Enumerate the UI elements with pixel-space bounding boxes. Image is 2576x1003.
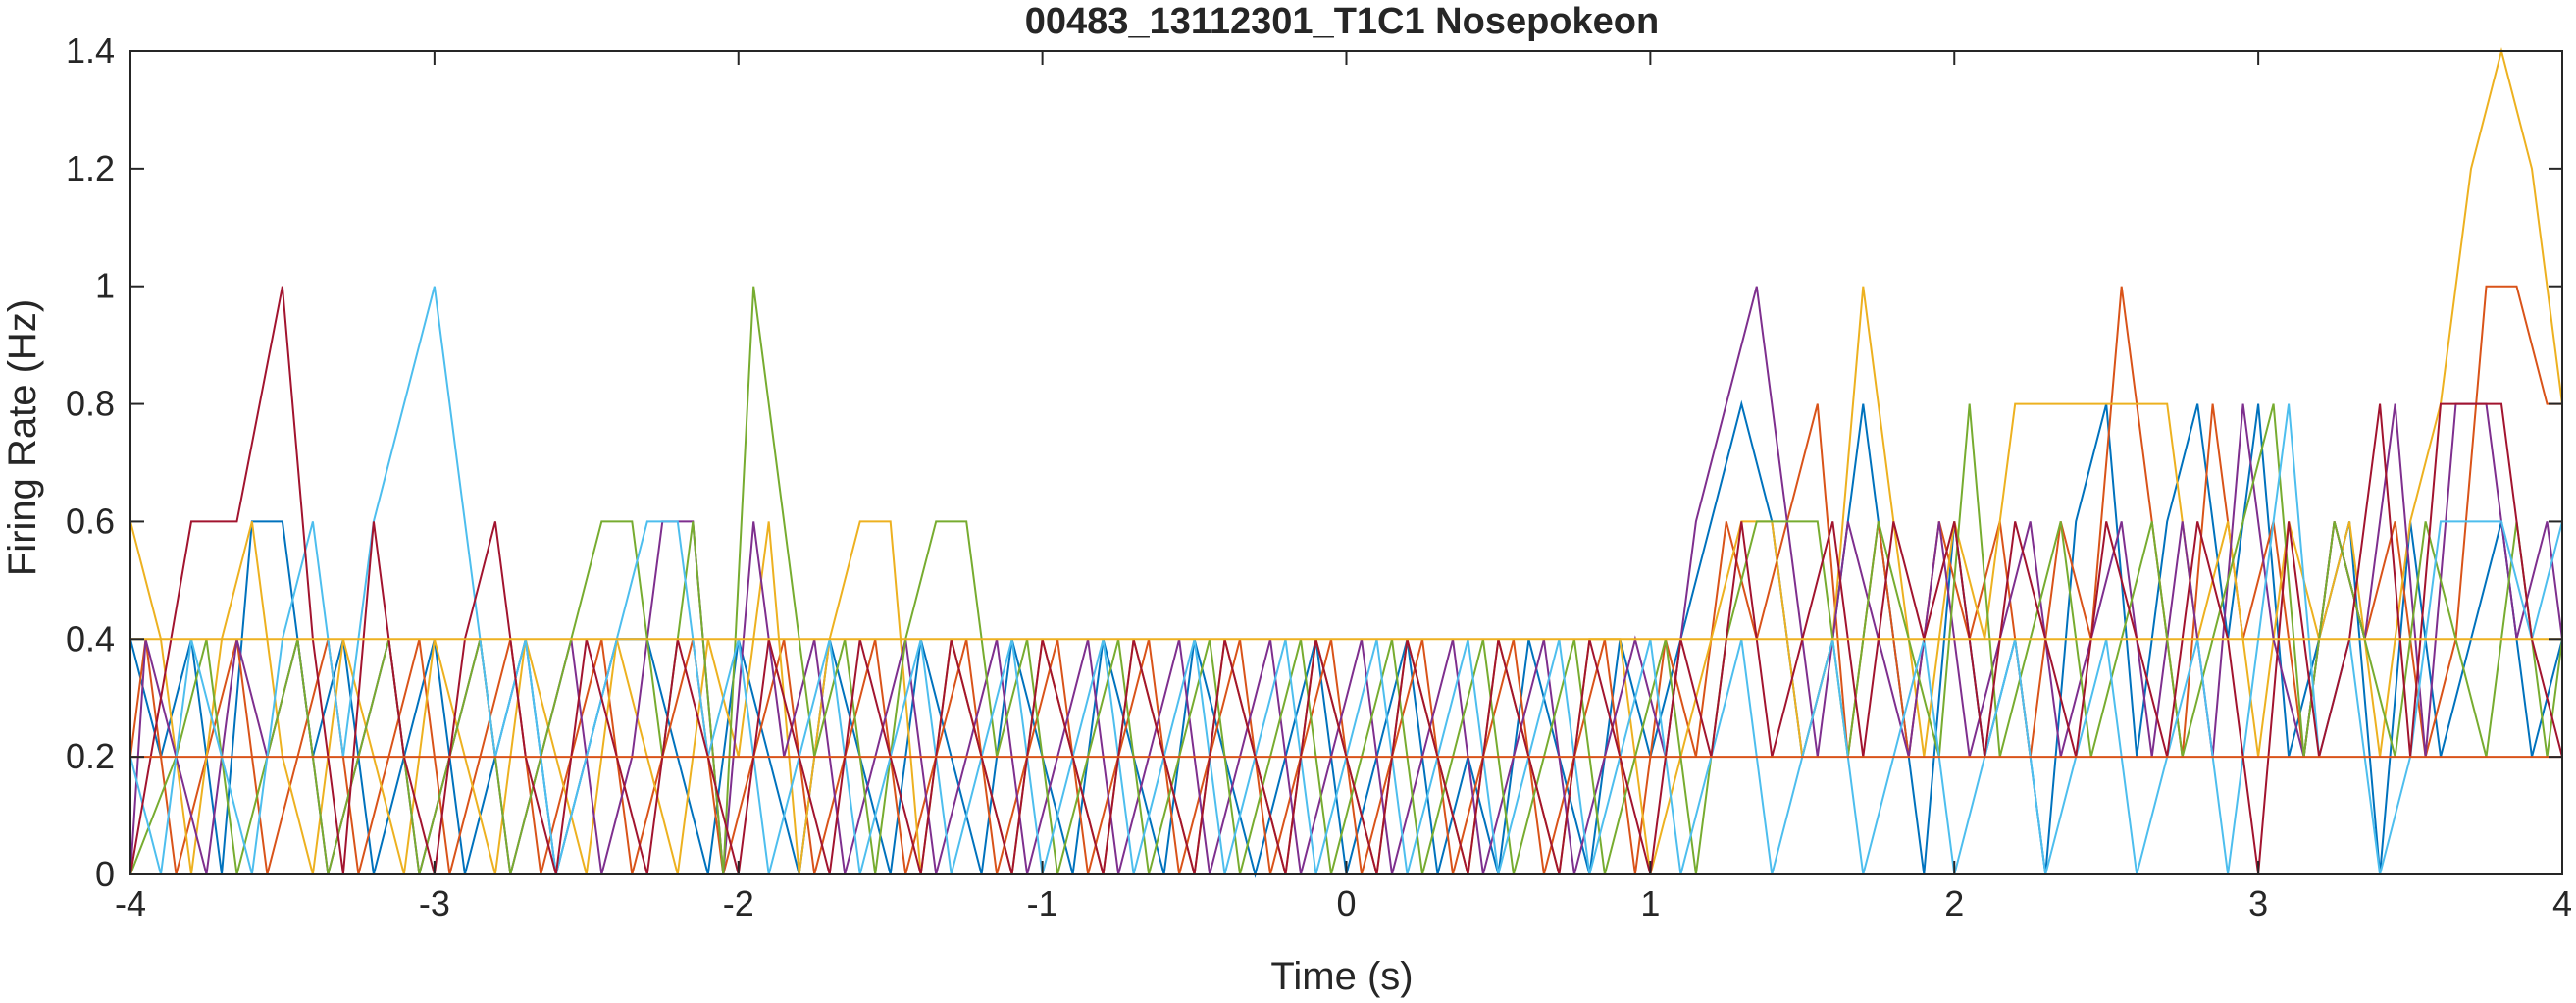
y-tick-label: 0 <box>95 854 115 894</box>
x-tick-label: 2 <box>1944 883 1964 924</box>
x-axis-label: Time (s) <box>1270 955 1413 998</box>
y-tick-label: 1.2 <box>66 148 115 188</box>
y-tick-label: 0.8 <box>66 384 115 424</box>
y-tick-label: 1.4 <box>66 30 115 71</box>
x-tick-label: 3 <box>2248 883 2268 924</box>
chart-title: 00483_13112301_T1C1 Nosepokeon <box>1025 1 1659 42</box>
y-axis-label: Firing Rate (Hz) <box>1 299 44 576</box>
plot-area <box>130 51 2562 874</box>
y-tick-label: 0.6 <box>66 501 115 541</box>
x-tick-label: -2 <box>723 883 754 924</box>
y-tick-label: 0.4 <box>66 618 115 659</box>
x-tick-label: -4 <box>115 883 146 924</box>
x-tick-label: 4 <box>2552 883 2572 924</box>
y-tick-label: 1 <box>95 266 115 306</box>
y-tick-label: 0.2 <box>66 736 115 776</box>
x-tick-label: -1 <box>1027 883 1058 924</box>
x-tick-label: -3 <box>419 883 450 924</box>
x-tick-label: 0 <box>1336 883 1356 924</box>
tick-layer: -4 -3 -2 -1 0 1 2 3 4 0 0.2 0.4 0.6 0.8 1 1.2 1.4 <box>66 30 2572 924</box>
series-line-7 <box>129 286 2563 875</box>
x-tick-label: 1 <box>1640 883 1660 924</box>
